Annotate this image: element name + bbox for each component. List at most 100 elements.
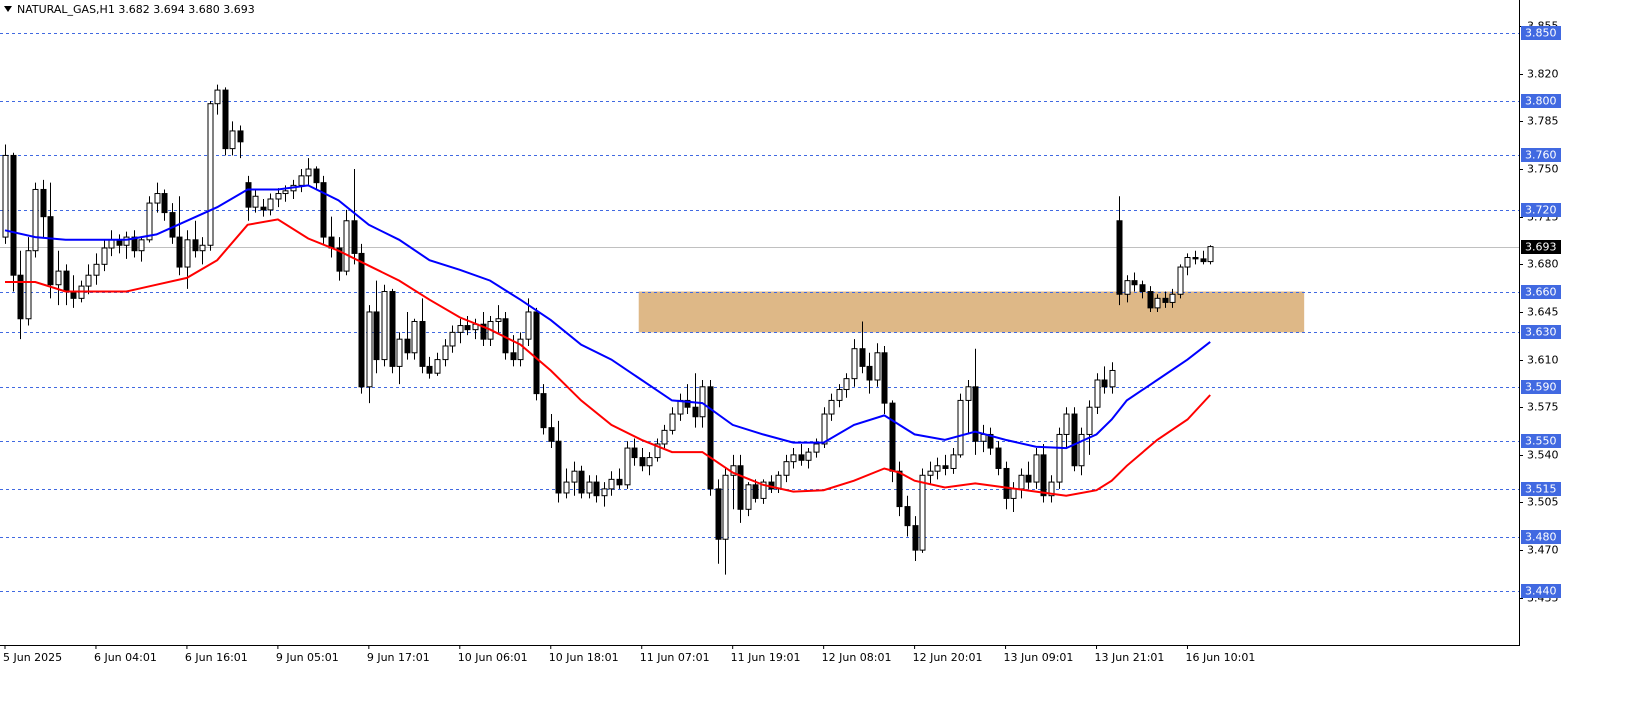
candle-body <box>555 440 562 494</box>
candle-body <box>593 481 600 497</box>
candle-body <box>1101 379 1108 388</box>
x-tick-label: 10 Jun 06:01 <box>458 651 528 664</box>
candle-body <box>874 352 881 381</box>
candle-body <box>419 320 426 367</box>
candle-body <box>25 250 32 320</box>
candle-body <box>540 393 547 429</box>
x-tick-label: 6 Jun 04:01 <box>94 651 157 664</box>
candle-body <box>237 130 244 143</box>
candle-body <box>495 318 502 322</box>
y-tick-label: 3.645 <box>1527 306 1559 319</box>
candle-body <box>138 239 145 252</box>
candle-body <box>131 236 138 252</box>
zone <box>638 291 1305 333</box>
candle-body <box>654 443 661 459</box>
x-tick-label: 12 Jun 20:01 <box>913 651 983 664</box>
candle-body <box>631 447 638 459</box>
candle-body <box>548 427 555 442</box>
level-label: 3.480 <box>1525 531 1557 544</box>
candle-body <box>783 461 790 476</box>
level-box <box>1521 26 1561 40</box>
candle-body <box>563 481 570 494</box>
candle-body <box>426 365 433 374</box>
candle-body <box>972 386 979 442</box>
candle-body <box>70 291 77 299</box>
candle-body <box>192 239 199 252</box>
candle-body <box>1131 280 1138 286</box>
candle-body <box>214 89 221 105</box>
level-box <box>1521 203 1561 217</box>
candle-body <box>1184 257 1191 268</box>
candle-body <box>987 433 994 449</box>
x-tick-label: 5 Jun 2025 <box>3 651 62 664</box>
candle-body <box>722 474 729 540</box>
x-tick-label: 16 Jun 10:01 <box>1185 651 1255 664</box>
candle-body <box>10 154 17 276</box>
candle-body <box>624 447 631 486</box>
candle-body <box>298 175 305 186</box>
last-price-box <box>1521 240 1561 254</box>
candle-body <box>616 478 623 486</box>
level-box <box>1521 148 1561 162</box>
candle-body <box>1162 297 1169 303</box>
candle-body <box>1048 481 1055 497</box>
candle-body <box>669 413 676 431</box>
x-tick-label: 11 Jun 19:01 <box>731 651 801 664</box>
candle-body <box>351 220 358 254</box>
candle-body <box>40 188 47 218</box>
level-label: 3.800 <box>1525 95 1557 108</box>
candle-body <box>601 488 608 497</box>
candle-body <box>980 433 987 442</box>
candle-body <box>207 103 214 246</box>
level-box <box>1521 325 1561 339</box>
candle-body <box>1086 406 1093 435</box>
level-label: 3.630 <box>1525 326 1557 339</box>
candle-body <box>449 331 456 347</box>
candle-body <box>108 239 115 249</box>
candle-body <box>798 454 805 461</box>
level-label: 3.850 <box>1525 27 1557 40</box>
level-label: 3.550 <box>1525 435 1557 448</box>
candle-body <box>442 345 449 361</box>
level-label: 3.590 <box>1525 381 1557 394</box>
candle-body <box>1094 379 1101 408</box>
candle-body <box>950 454 957 469</box>
y-tick-label: 3.505 <box>1527 496 1559 509</box>
candle-body <box>169 212 176 238</box>
candle-body <box>942 465 949 469</box>
candle-body <box>47 216 54 286</box>
x-tick-label: 11 Jun 07:01 <box>640 651 710 664</box>
candle-body <box>305 168 312 177</box>
candle-body <box>1010 488 1017 499</box>
candle-body <box>896 470 903 508</box>
candle-body <box>366 311 373 388</box>
candle-body <box>2 154 9 238</box>
candle-body <box>389 291 396 367</box>
candle-body <box>904 506 911 527</box>
candle-body <box>715 488 722 540</box>
candle-body <box>146 202 153 241</box>
ma-line <box>4 184 1211 450</box>
candle-body <box>927 470 934 476</box>
candle-body <box>760 481 767 499</box>
candle-body <box>1033 454 1040 483</box>
candle-body <box>919 474 926 551</box>
candle-body <box>965 386 972 401</box>
candle-body <box>1018 474 1025 490</box>
candle-body <box>571 470 578 483</box>
level-label: 3.660 <box>1525 286 1557 299</box>
candle-body <box>699 386 706 418</box>
candle-body <box>957 399 964 456</box>
y-tick-label: 3.610 <box>1527 354 1559 367</box>
level-label: 3.515 <box>1525 483 1557 496</box>
candle-body <box>336 247 343 272</box>
candle-body <box>1169 293 1176 303</box>
candle-body <box>692 406 699 418</box>
x-tick-label: 12 Jun 08:01 <box>822 651 892 664</box>
candle-body <box>510 352 517 361</box>
candle-body <box>1147 291 1154 309</box>
candle-body <box>1071 413 1078 467</box>
y-tick-label: 3.540 <box>1527 449 1559 462</box>
